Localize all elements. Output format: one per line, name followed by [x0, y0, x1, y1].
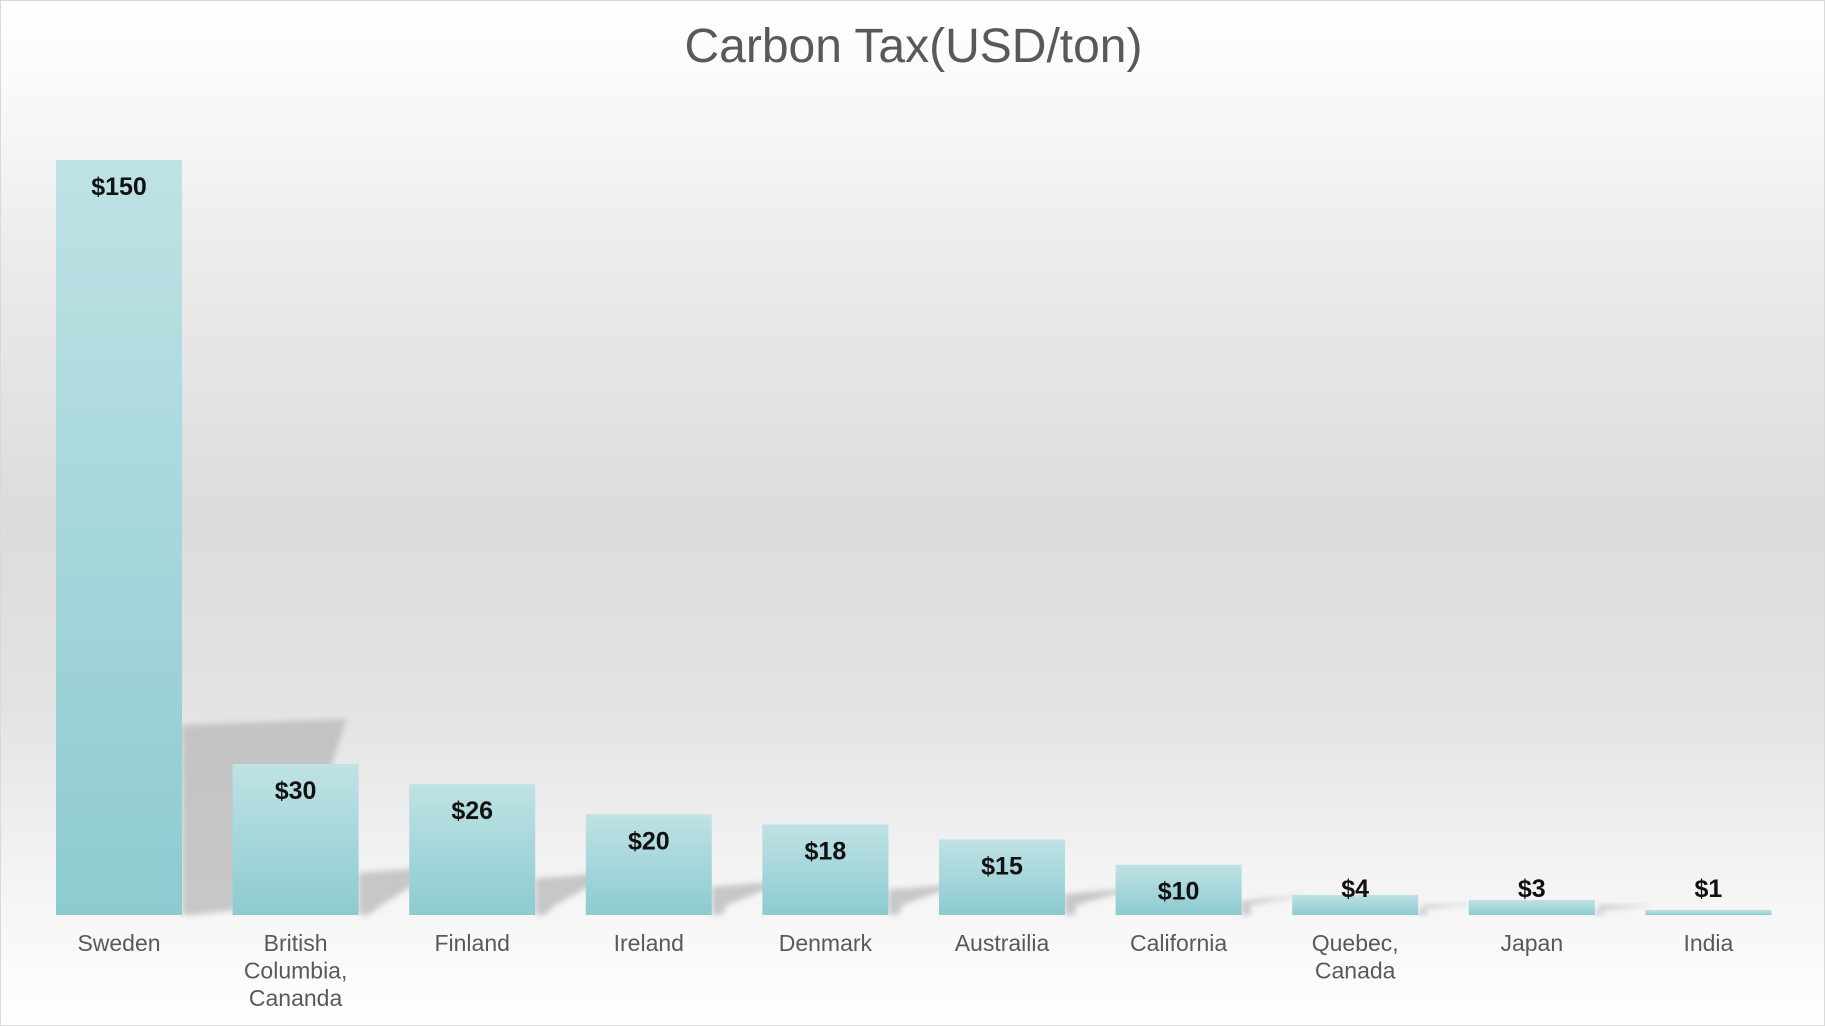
data-label: $15 — [981, 853, 1023, 881]
data-label: $26 — [451, 797, 493, 825]
bar-shadow — [888, 883, 963, 915]
bar — [409, 784, 536, 915]
x-tick-label: Denmark — [779, 930, 873, 956]
bar-shadow — [711, 880, 788, 915]
x-tick-label: British Columbia, Cananda — [244, 930, 348, 1011]
bar — [585, 814, 712, 915]
data-label: $3 — [1518, 875, 1546, 903]
data-label: $1 — [1694, 875, 1722, 903]
bar-shadow — [1065, 887, 1137, 915]
bar — [1292, 894, 1419, 915]
bar-shadow — [1418, 903, 1482, 915]
data-label: $4 — [1341, 875, 1369, 903]
category-axis-labels: Sweden British Columbia, Cananda Finland Irel… — [77, 930, 1733, 1011]
x-tick-label: Ireland — [614, 930, 684, 956]
bar — [939, 839, 1065, 915]
data-labels: $150 $30 $26 $20 $18 $15 $10 $4 $3 $1 — [91, 173, 1722, 906]
bar — [1645, 909, 1772, 915]
bar — [1115, 864, 1242, 915]
bar-shadow — [1594, 904, 1658, 915]
x-tick-label: Austrailia — [955, 930, 1050, 956]
x-tick-label: India — [1683, 930, 1733, 956]
bar — [56, 160, 182, 915]
x-tick-label: Sweden — [77, 930, 160, 956]
bar-shadow — [1241, 894, 1310, 915]
data-label: $30 — [275, 777, 317, 805]
x-tick-label: Finland — [434, 930, 509, 956]
data-label: $20 — [628, 827, 670, 855]
x-tick-label: California — [1130, 930, 1227, 956]
data-label: $150 — [91, 173, 147, 201]
bars — [56, 160, 1772, 915]
bar — [1468, 899, 1595, 915]
x-tick-label: Quebec, Canada — [1312, 930, 1399, 984]
bar — [762, 824, 889, 915]
x-tick-label: Japan — [1500, 930, 1563, 956]
bar-shadows — [182, 719, 1658, 915]
chart-title: Carbon Tax(USD/ton) — [684, 20, 1143, 73]
data-label: $10 — [1158, 878, 1200, 906]
bar — [232, 764, 359, 915]
data-label: $18 — [805, 837, 847, 865]
